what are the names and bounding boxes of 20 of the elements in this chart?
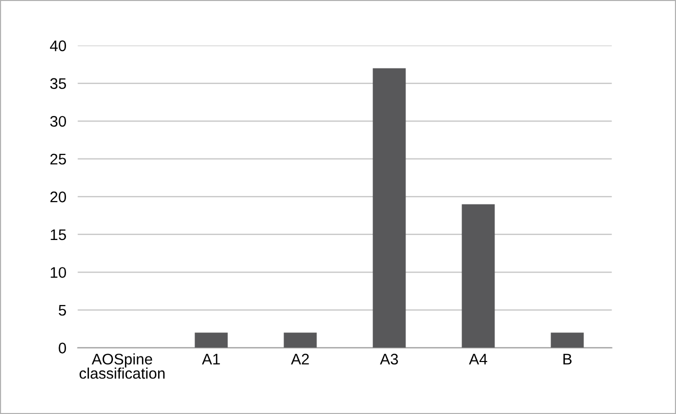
y-tick-label: 40 [50, 40, 66, 52]
bar [284, 332, 317, 348]
bar [550, 332, 584, 348]
bar [462, 204, 495, 348]
y-tick-label: 0 [58, 342, 66, 354]
x-tick-label: B [563, 354, 572, 364]
y-tick-label: 15 [50, 229, 66, 240]
y-tick-label: 30 [50, 116, 66, 127]
x-tick-label: A3 [380, 354, 398, 365]
x-tick-label: A4 [468, 354, 488, 364]
y-tick-label: 5 [58, 305, 66, 316]
x-tick-label: A2 [290, 354, 309, 364]
y-tick-label: 25 [50, 154, 66, 165]
x-tick-label: A1 [202, 354, 220, 364]
bar [194, 332, 228, 348]
bar [372, 68, 406, 348]
x-tick-label: AOSpine classification [80, 353, 165, 379]
y-tick-label: 20 [50, 192, 66, 202]
y-tick-label: 35 [50, 78, 66, 90]
y-tick-label: 10 [50, 267, 66, 278]
